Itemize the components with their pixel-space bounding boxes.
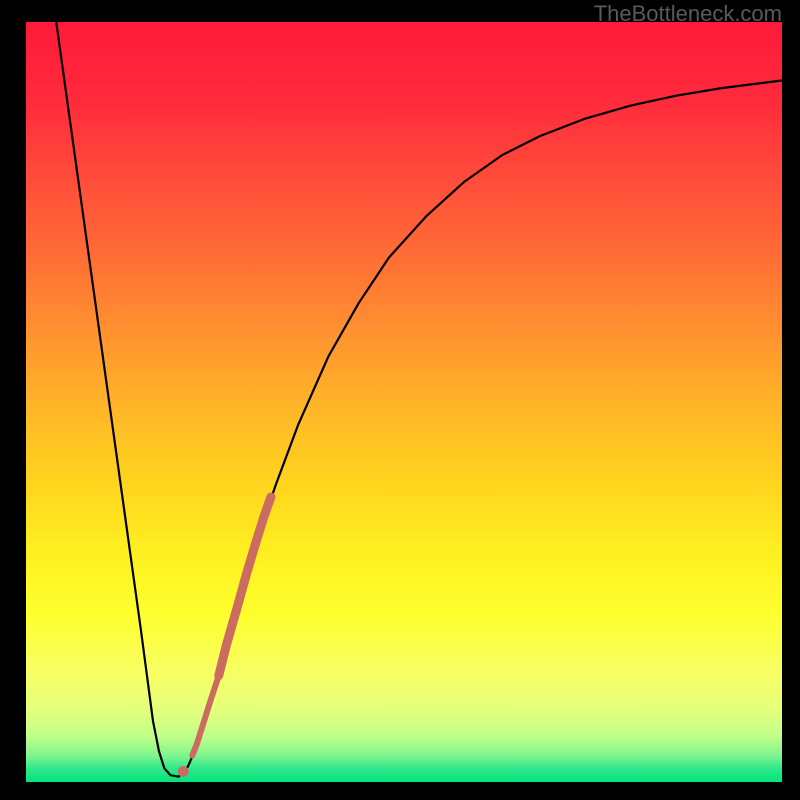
highlight-band-lower bbox=[192, 676, 218, 756]
chart-container: TheBottleneck.com bbox=[0, 0, 800, 800]
bottleneck-curve bbox=[56, 22, 782, 777]
highlight-band bbox=[219, 497, 271, 676]
plot-area bbox=[26, 22, 782, 782]
chart-overlay bbox=[26, 22, 782, 782]
watermark-text: TheBottleneck.com bbox=[594, 1, 782, 27]
highlight-dot bbox=[178, 766, 189, 777]
